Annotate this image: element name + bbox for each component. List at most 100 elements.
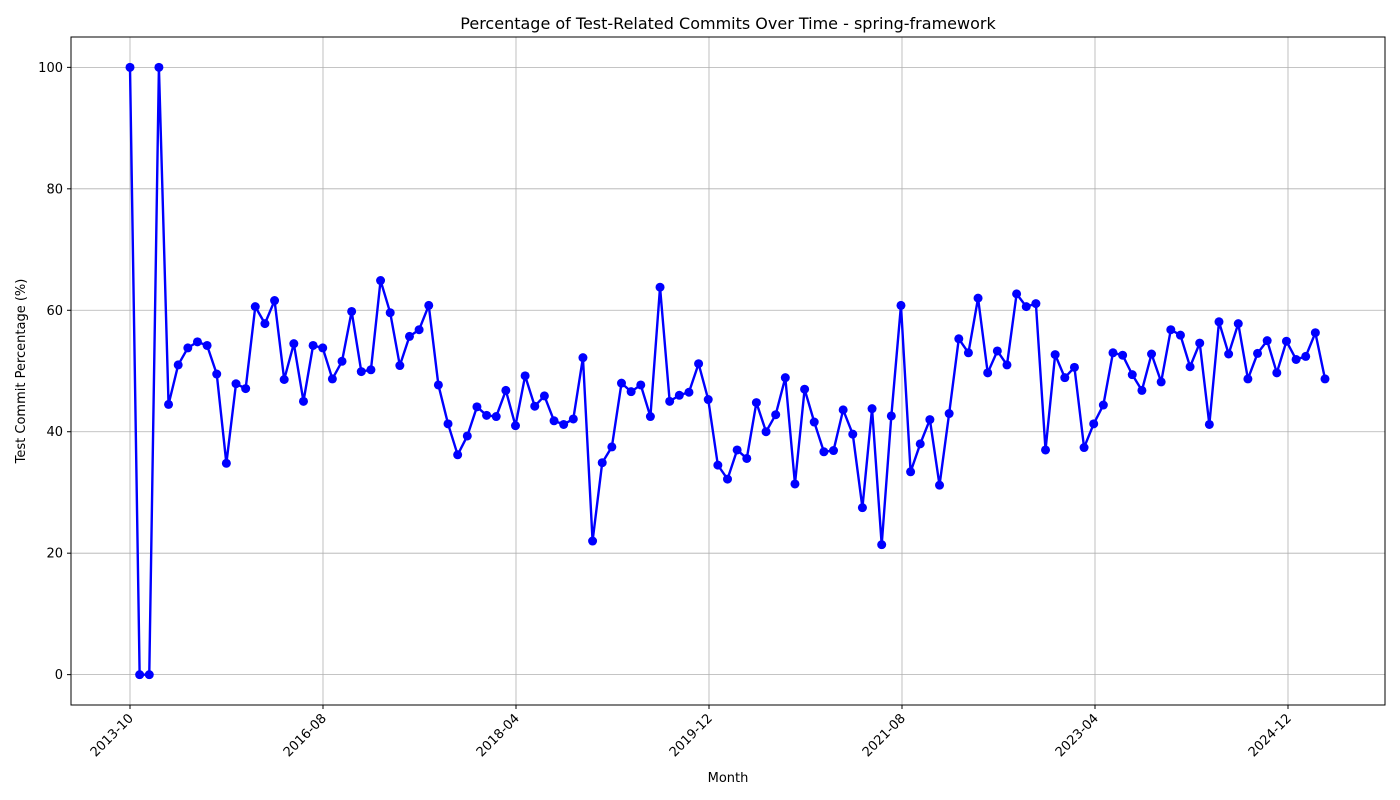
data-point [1204, 419, 1214, 429]
data-point [1310, 328, 1320, 338]
x-tick-label: 2013-10 [88, 711, 137, 760]
data-point [192, 337, 202, 347]
x-tick-label: 2023-04 [1053, 711, 1102, 760]
data-point [270, 296, 280, 306]
data-point [1050, 350, 1060, 360]
data-point [1127, 370, 1137, 380]
data-point [703, 395, 713, 405]
data-point [896, 300, 906, 310]
data-point [453, 450, 463, 460]
data-point [751, 398, 761, 408]
data-point [790, 479, 800, 489]
data-point [144, 670, 154, 680]
plot-frame [70, 36, 1386, 706]
data-point [645, 412, 655, 422]
data-point [838, 405, 848, 415]
data-point [1137, 385, 1147, 395]
data-point [1233, 319, 1243, 329]
data-point [578, 353, 588, 363]
data-point [1021, 302, 1031, 312]
x-tick-label: 2024-12 [1246, 711, 1295, 760]
data-point [829, 446, 839, 456]
data-point [588, 536, 598, 546]
data-point [1079, 443, 1089, 453]
data-point [318, 343, 328, 353]
data-point [1118, 350, 1128, 360]
data-point [164, 399, 174, 409]
data-point [366, 365, 376, 375]
data-point [915, 439, 925, 449]
data-point [1301, 351, 1311, 361]
data-point [404, 331, 414, 341]
data-point [857, 503, 867, 513]
data-point [925, 415, 935, 425]
y-tick-label: 0 [55, 668, 63, 683]
data-point [510, 421, 520, 431]
data-point [1262, 336, 1272, 346]
data-point [568, 414, 578, 424]
data-point [809, 417, 819, 427]
data-point [1166, 325, 1176, 335]
data-point [433, 380, 443, 390]
data-point [1281, 336, 1291, 346]
data-point [935, 480, 945, 490]
data-point [742, 453, 752, 463]
data-point [636, 380, 646, 390]
data-point [1031, 299, 1041, 309]
data-point [607, 442, 617, 452]
y-tick-label: 40 [46, 425, 63, 440]
data-point [202, 340, 212, 350]
data-point [1175, 330, 1185, 340]
data-point [819, 447, 829, 457]
data-point [559, 419, 569, 429]
data-point [674, 390, 684, 400]
data-point [279, 375, 289, 384]
data-point [221, 458, 231, 468]
x-tick-label: 2019-12 [667, 711, 716, 760]
data-point [771, 410, 781, 420]
data-point [250, 302, 260, 312]
data-point [520, 371, 530, 381]
data-point [983, 368, 993, 378]
data-point [1272, 368, 1282, 378]
data-point [1185, 362, 1195, 372]
data-point [694, 359, 704, 369]
data-point [231, 379, 241, 389]
data-point [780, 373, 790, 383]
data-point [530, 401, 540, 411]
y-tick-label: 100 [38, 61, 63, 76]
series-line [128, 66, 1327, 676]
data-point [616, 378, 626, 388]
data-point [212, 369, 222, 379]
data-point [289, 339, 299, 349]
data-point [684, 387, 694, 397]
data-point [424, 300, 434, 310]
x-axis-ticks: 2013-10 2016-08 2018-04 2019-12 2021-08 2023-… [88, 705, 1295, 760]
data-point [327, 374, 337, 384]
x-tick-label: 2018-04 [474, 711, 523, 760]
data-point [539, 391, 549, 401]
data-point [732, 445, 742, 455]
series-layer [125, 62, 1330, 680]
data-point [626, 387, 636, 397]
data-point [501, 385, 511, 395]
data-point [173, 360, 183, 370]
data-point [183, 343, 193, 353]
data-point [761, 427, 771, 437]
data-point [337, 356, 347, 366]
data-point [462, 431, 472, 441]
data-point [135, 670, 145, 680]
data-point [1253, 348, 1263, 358]
data-point [1108, 348, 1118, 358]
data-point [1214, 317, 1224, 327]
data-point [800, 384, 810, 394]
grid [71, 37, 1385, 705]
data-point [723, 474, 732, 484]
data-point [665, 396, 675, 406]
data-point [395, 361, 405, 371]
y-tick-label: 60 [46, 304, 63, 319]
data-point [356, 367, 366, 377]
data-point [1089, 419, 1099, 429]
data-point [954, 334, 964, 344]
data-point [597, 458, 607, 468]
